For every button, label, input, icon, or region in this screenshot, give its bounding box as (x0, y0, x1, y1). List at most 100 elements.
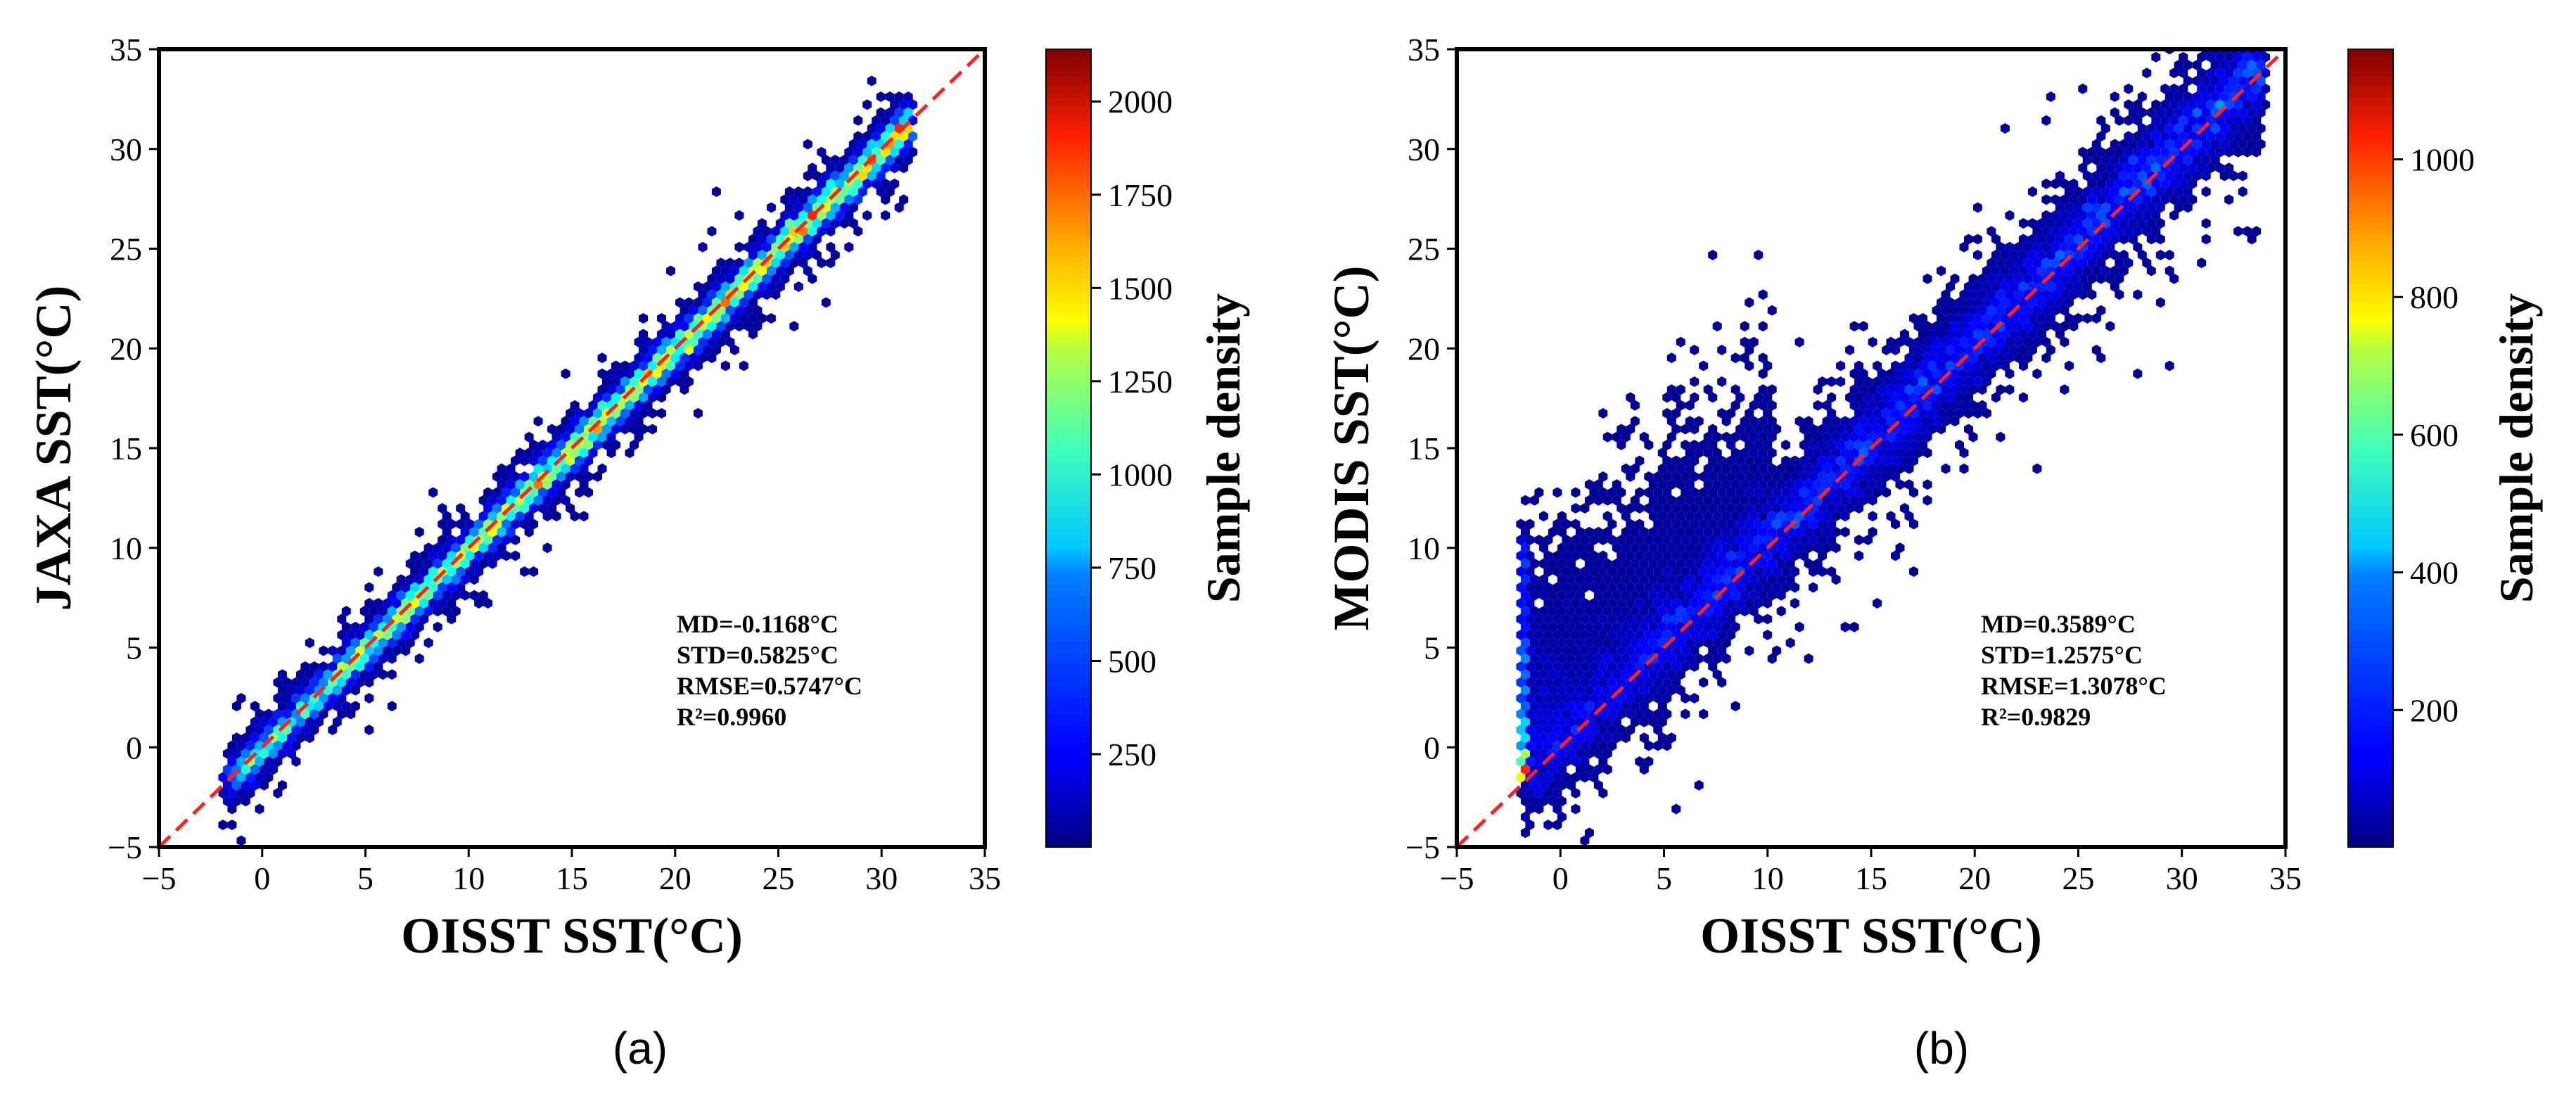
hexbin-cell (1525, 645, 1535, 656)
hexbin-cell (597, 463, 607, 474)
hexbin-cell (899, 131, 909, 142)
hexbin-cell (1763, 392, 1773, 403)
hexbin-cell (1538, 748, 1548, 759)
hexbin-cell (666, 329, 675, 340)
hexbin-cell (2087, 178, 2097, 189)
hexbin-cell (456, 503, 466, 514)
hexbin-cell (885, 123, 895, 134)
hexbin-cell (1904, 479, 1914, 490)
hexbin-cell (1648, 685, 1658, 696)
hexbin-cell (1543, 693, 1553, 704)
hexbin-cell (1690, 582, 1700, 593)
hexbin-cell (2243, 4, 2252, 15)
hexbin-cell (1717, 645, 1727, 656)
hexbin-cell (2151, 115, 2161, 126)
hexbin-cell (1950, 400, 1960, 411)
hexbin-cell (872, 115, 881, 126)
hexbin-cell (1740, 542, 1749, 554)
hexbin-cell (1662, 613, 1672, 625)
hexbin-cell (2000, 250, 2010, 260)
hexbin-cell (2229, 60, 2238, 70)
y-tick-label: 25 (1408, 231, 1440, 267)
hexbin-cell (1767, 305, 1777, 316)
panel-label-a: (a) (613, 1023, 668, 1074)
hexbin-cell (1593, 748, 1603, 759)
hexbin-cell (588, 431, 598, 443)
hexbin-cell (1538, 701, 1548, 712)
hexbin-cell (739, 360, 748, 371)
hexbin-cell (1666, 590, 1676, 601)
hexbin-cell (2124, 226, 2134, 237)
hexbin-cell (502, 471, 511, 482)
hexbin-cell (648, 376, 657, 387)
hexbin-cell (1516, 756, 1526, 767)
hexbin-cell (2032, 321, 2042, 332)
hexbin-cell (1959, 305, 1969, 316)
hexbin-cell (2000, 360, 2010, 371)
hexbin-cell (1630, 574, 1640, 585)
hexbin-cell (447, 598, 457, 609)
stat-rmse-b: RMSE=1.3078°C (1981, 672, 2167, 700)
hexbin-cell (1781, 566, 1791, 577)
hexbin-cell (2261, 99, 2271, 110)
hexbin-cell (1635, 550, 1645, 561)
hexbin-cell (793, 186, 803, 197)
hexbin-cell (1968, 336, 1978, 348)
hexbin-cell (2027, 297, 2037, 308)
hexbin-cell (1607, 645, 1617, 656)
hexbin-cell (1653, 550, 1663, 561)
hexbin-cell (2105, 163, 2115, 174)
hexbin-cell (1635, 756, 1645, 767)
y-tick-label: 5 (1424, 630, 1440, 666)
hexbin-cell (2210, 155, 2220, 165)
hexbin-cell (2224, 131, 2234, 142)
hexbin-cell (844, 146, 854, 158)
hexbin-cell (222, 796, 232, 807)
hexbin-cell (2256, 139, 2266, 150)
hexbin-cell (1927, 424, 1937, 435)
hexbin-cell (1584, 637, 1594, 649)
hexbin-cell (1534, 613, 1544, 625)
hexbin-cell (2142, 194, 2152, 205)
hexbin-cell (625, 447, 635, 459)
hexbin-cell (775, 234, 785, 245)
hexbin-cell (1516, 708, 1526, 720)
hexbin-cell (1790, 471, 1800, 482)
hexbin-cell (2051, 178, 2060, 189)
hexbin-cell (707, 273, 717, 284)
hexbin-cell (2192, 60, 2202, 70)
hexbin-cell (561, 463, 570, 474)
hexbin-cell (1602, 574, 1612, 585)
hexbin-cell (876, 91, 886, 102)
colorbar-b (2347, 49, 2394, 848)
hexbin-cell (1538, 590, 1548, 601)
hexbin-cell (579, 479, 589, 490)
hexbin-cell (1635, 566, 1645, 577)
hexbin-cell (1525, 535, 1535, 545)
hexbin-cell (1520, 542, 1530, 554)
hexbin-cell (1562, 613, 1571, 625)
hexbin-cell (2197, 83, 2207, 94)
hexbin-cell (1968, 400, 1978, 411)
hexbin-cell (2238, 139, 2247, 150)
hexbin-cell (1685, 590, 1695, 601)
hexbin-cell (2224, 146, 2234, 158)
hexbin-cell (1982, 345, 1991, 355)
hexbin-cell (693, 345, 703, 355)
hexbin-cell (803, 250, 812, 260)
hexbin-cell (1657, 590, 1667, 601)
hexbin-cell (295, 732, 305, 744)
hexbin-cell (2096, 241, 2106, 253)
hexbin-cell (341, 637, 351, 649)
hexbin-cell (1662, 487, 1672, 498)
hexbin-cell (2155, 155, 2165, 165)
hexbin-cell (1785, 558, 1795, 569)
hexbin-cell (2151, 99, 2161, 110)
hexbin-cell (2073, 234, 2083, 245)
hexbin-cell (2018, 250, 2028, 260)
hexbin-cell (1827, 503, 1837, 514)
hexbin-cell (1827, 392, 1837, 403)
hexbin-cell (798, 194, 808, 205)
hexbin-cell (428, 566, 438, 577)
